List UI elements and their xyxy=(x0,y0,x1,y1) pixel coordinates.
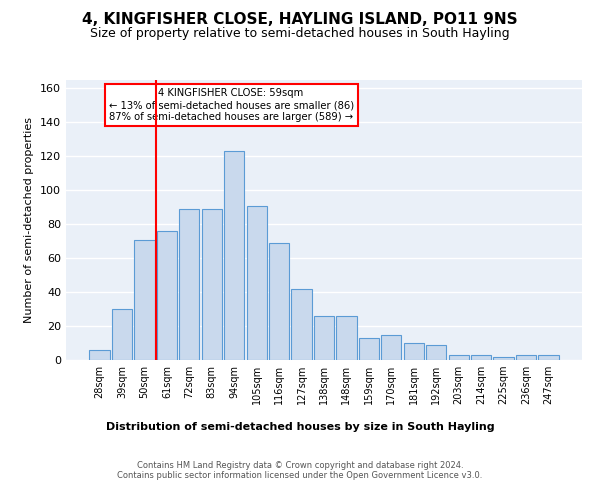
Text: Size of property relative to semi-detached houses in South Hayling: Size of property relative to semi-detach… xyxy=(90,28,510,40)
Bar xyxy=(202,209,222,360)
Bar xyxy=(381,334,401,360)
Text: Contains HM Land Registry data © Crown copyright and database right 2024.
Contai: Contains HM Land Registry data © Crown c… xyxy=(118,460,482,480)
Y-axis label: Number of semi-detached properties: Number of semi-detached properties xyxy=(25,117,34,323)
Bar xyxy=(179,209,199,360)
Bar xyxy=(269,243,289,360)
Bar xyxy=(157,231,177,360)
Text: 4 KINGFISHER CLOSE: 59sqm
← 13% of semi-detached houses are smaller (86)
87% of : 4 KINGFISHER CLOSE: 59sqm ← 13% of semi-… xyxy=(109,88,353,122)
Bar xyxy=(404,343,424,360)
Bar xyxy=(426,344,446,360)
Text: 4, KINGFISHER CLOSE, HAYLING ISLAND, PO11 9NS: 4, KINGFISHER CLOSE, HAYLING ISLAND, PO1… xyxy=(82,12,518,28)
Bar xyxy=(359,338,379,360)
Bar xyxy=(134,240,155,360)
Bar xyxy=(247,206,267,360)
Bar xyxy=(292,288,311,360)
Bar xyxy=(89,350,110,360)
Bar xyxy=(224,152,244,360)
Text: Distribution of semi-detached houses by size in South Hayling: Distribution of semi-detached houses by … xyxy=(106,422,494,432)
Bar xyxy=(493,356,514,360)
Bar xyxy=(314,316,334,360)
Bar xyxy=(516,355,536,360)
Bar xyxy=(538,355,559,360)
Bar xyxy=(337,316,356,360)
Bar xyxy=(449,355,469,360)
Bar xyxy=(471,355,491,360)
Bar xyxy=(112,309,132,360)
